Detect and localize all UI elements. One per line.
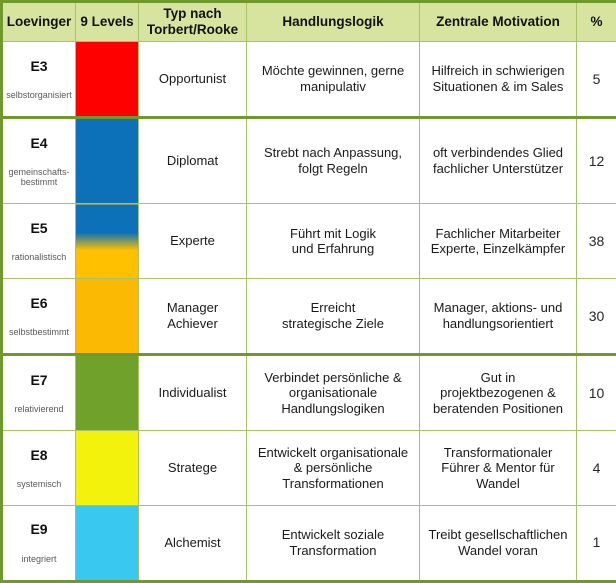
level-cell: E6 selbstbestimmt (2, 279, 76, 355)
logic-cell: Verbindet persönliche & organisationale … (247, 355, 420, 431)
col-header-percent: % (577, 2, 616, 42)
table-row-e7: E7 relativierend Individualist Verbindet… (2, 355, 616, 431)
motivation-cell: Gut in projektbezogenen & beratenden Pos… (420, 355, 577, 431)
percent-cell: 30 (577, 279, 616, 355)
level-cell: E7 relativierend (2, 355, 76, 431)
type-cell: Stratege (139, 430, 247, 505)
level-color-swatch (76, 279, 139, 355)
motivation-cell: Hilfreich in schwierigen Situationen & i… (420, 42, 577, 118)
motivation-cell: oft verbindendes Glied fachlicher Unters… (420, 117, 577, 203)
level-cell: E3 selbstorganisiert (2, 42, 76, 118)
logic-cell: Entwickelt organisationale & persönliche… (247, 430, 420, 505)
percent-cell: 5 (577, 42, 616, 118)
motivation-cell: Transformationaler Führer & Mentor für W… (420, 430, 577, 505)
percent-cell: 12 (577, 117, 616, 203)
table-row-e6: E6 selbstbestimmt Manager Achiever Errei… (2, 279, 616, 355)
level-sublabel: selbstbestimmt (5, 327, 73, 337)
level-color-swatch (76, 204, 139, 279)
motivation-cell: Manager, aktions- und handlungsorientier… (420, 279, 577, 355)
level-label: E5 (5, 220, 73, 237)
percent-cell: 38 (577, 204, 616, 279)
level-sublabel: selbstorganisiert (5, 90, 73, 100)
level-label: E8 (5, 447, 73, 464)
col-header-typ-torbert-rooke: Typ nach Torbert/Rooke (139, 2, 247, 42)
col-header-handlungslogik: Handlungslogik (247, 2, 420, 42)
type-cell: Individualist (139, 355, 247, 431)
motivation-cell: Treibt gesellschaftlichen Wandel voran (420, 505, 577, 581)
percent-cell: 4 (577, 430, 616, 505)
logic-cell: Führt mit Logik und Erfahrung (247, 204, 420, 279)
level-cell: E5 rationalistisch (2, 204, 76, 279)
header-row: Loevinger 9 Levels Typ nach Torbert/Rook… (2, 2, 616, 42)
type-cell: Diplomat (139, 117, 247, 203)
level-sublabel: integriert (5, 554, 73, 564)
level-cell: E9 integriert (2, 505, 76, 581)
col-header-loevinger: Loevinger (2, 2, 76, 42)
level-sublabel: systemisch (5, 479, 73, 489)
level-sublabel: rationalistisch (5, 252, 73, 262)
table-row-e9: E9 integriert Alchemist Entwickelt sozia… (2, 505, 616, 581)
type-cell: Alchemist (139, 505, 247, 581)
table-row-e8: E8 systemisch Stratege Entwickelt organi… (2, 430, 616, 505)
type-cell: Manager Achiever (139, 279, 247, 355)
logic-cell: Erreicht strategische Ziele (247, 279, 420, 355)
level-label: E7 (5, 372, 73, 389)
level-cell: E4 gemeinschafts- bestimmt (2, 117, 76, 203)
logic-cell: Möchte gewinnen, gerne manipulativ (247, 42, 420, 118)
percent-cell: 1 (577, 505, 616, 581)
table-row-e3: E3 selbstorganisiert Opportunist Möchte … (2, 42, 616, 118)
level-color-swatch (76, 430, 139, 505)
level-sublabel: gemeinschafts- bestimmt (5, 167, 73, 188)
logic-cell: Entwickelt soziale Transformation (247, 505, 420, 581)
level-color-swatch (76, 42, 139, 118)
level-sublabel: relativierend (5, 404, 73, 414)
table-row-e5: E5 rationalistisch Experte Führt mit Log… (2, 204, 616, 279)
motivation-cell: Fachlicher Mitarbeiter Experte, Einzelkä… (420, 204, 577, 279)
level-color-swatch (76, 117, 139, 203)
level-label: E9 (5, 521, 73, 538)
col-header-9-levels: 9 Levels (76, 2, 139, 42)
level-color-swatch (76, 355, 139, 431)
level-cell: E8 systemisch (2, 430, 76, 505)
level-label: E3 (5, 58, 73, 75)
type-cell: Experte (139, 204, 247, 279)
table-row-e4: E4 gemeinschafts- bestimmt Diplomat Stre… (2, 117, 616, 203)
level-label: E6 (5, 295, 73, 312)
level-label: E4 (5, 135, 73, 152)
col-header-zentrale-motivation: Zentrale Motivation (420, 2, 577, 42)
logic-cell: Strebt nach Anpassung, folgt Regeln (247, 117, 420, 203)
percent-cell: 10 (577, 355, 616, 431)
type-cell: Opportunist (139, 42, 247, 118)
level-color-swatch (76, 505, 139, 581)
